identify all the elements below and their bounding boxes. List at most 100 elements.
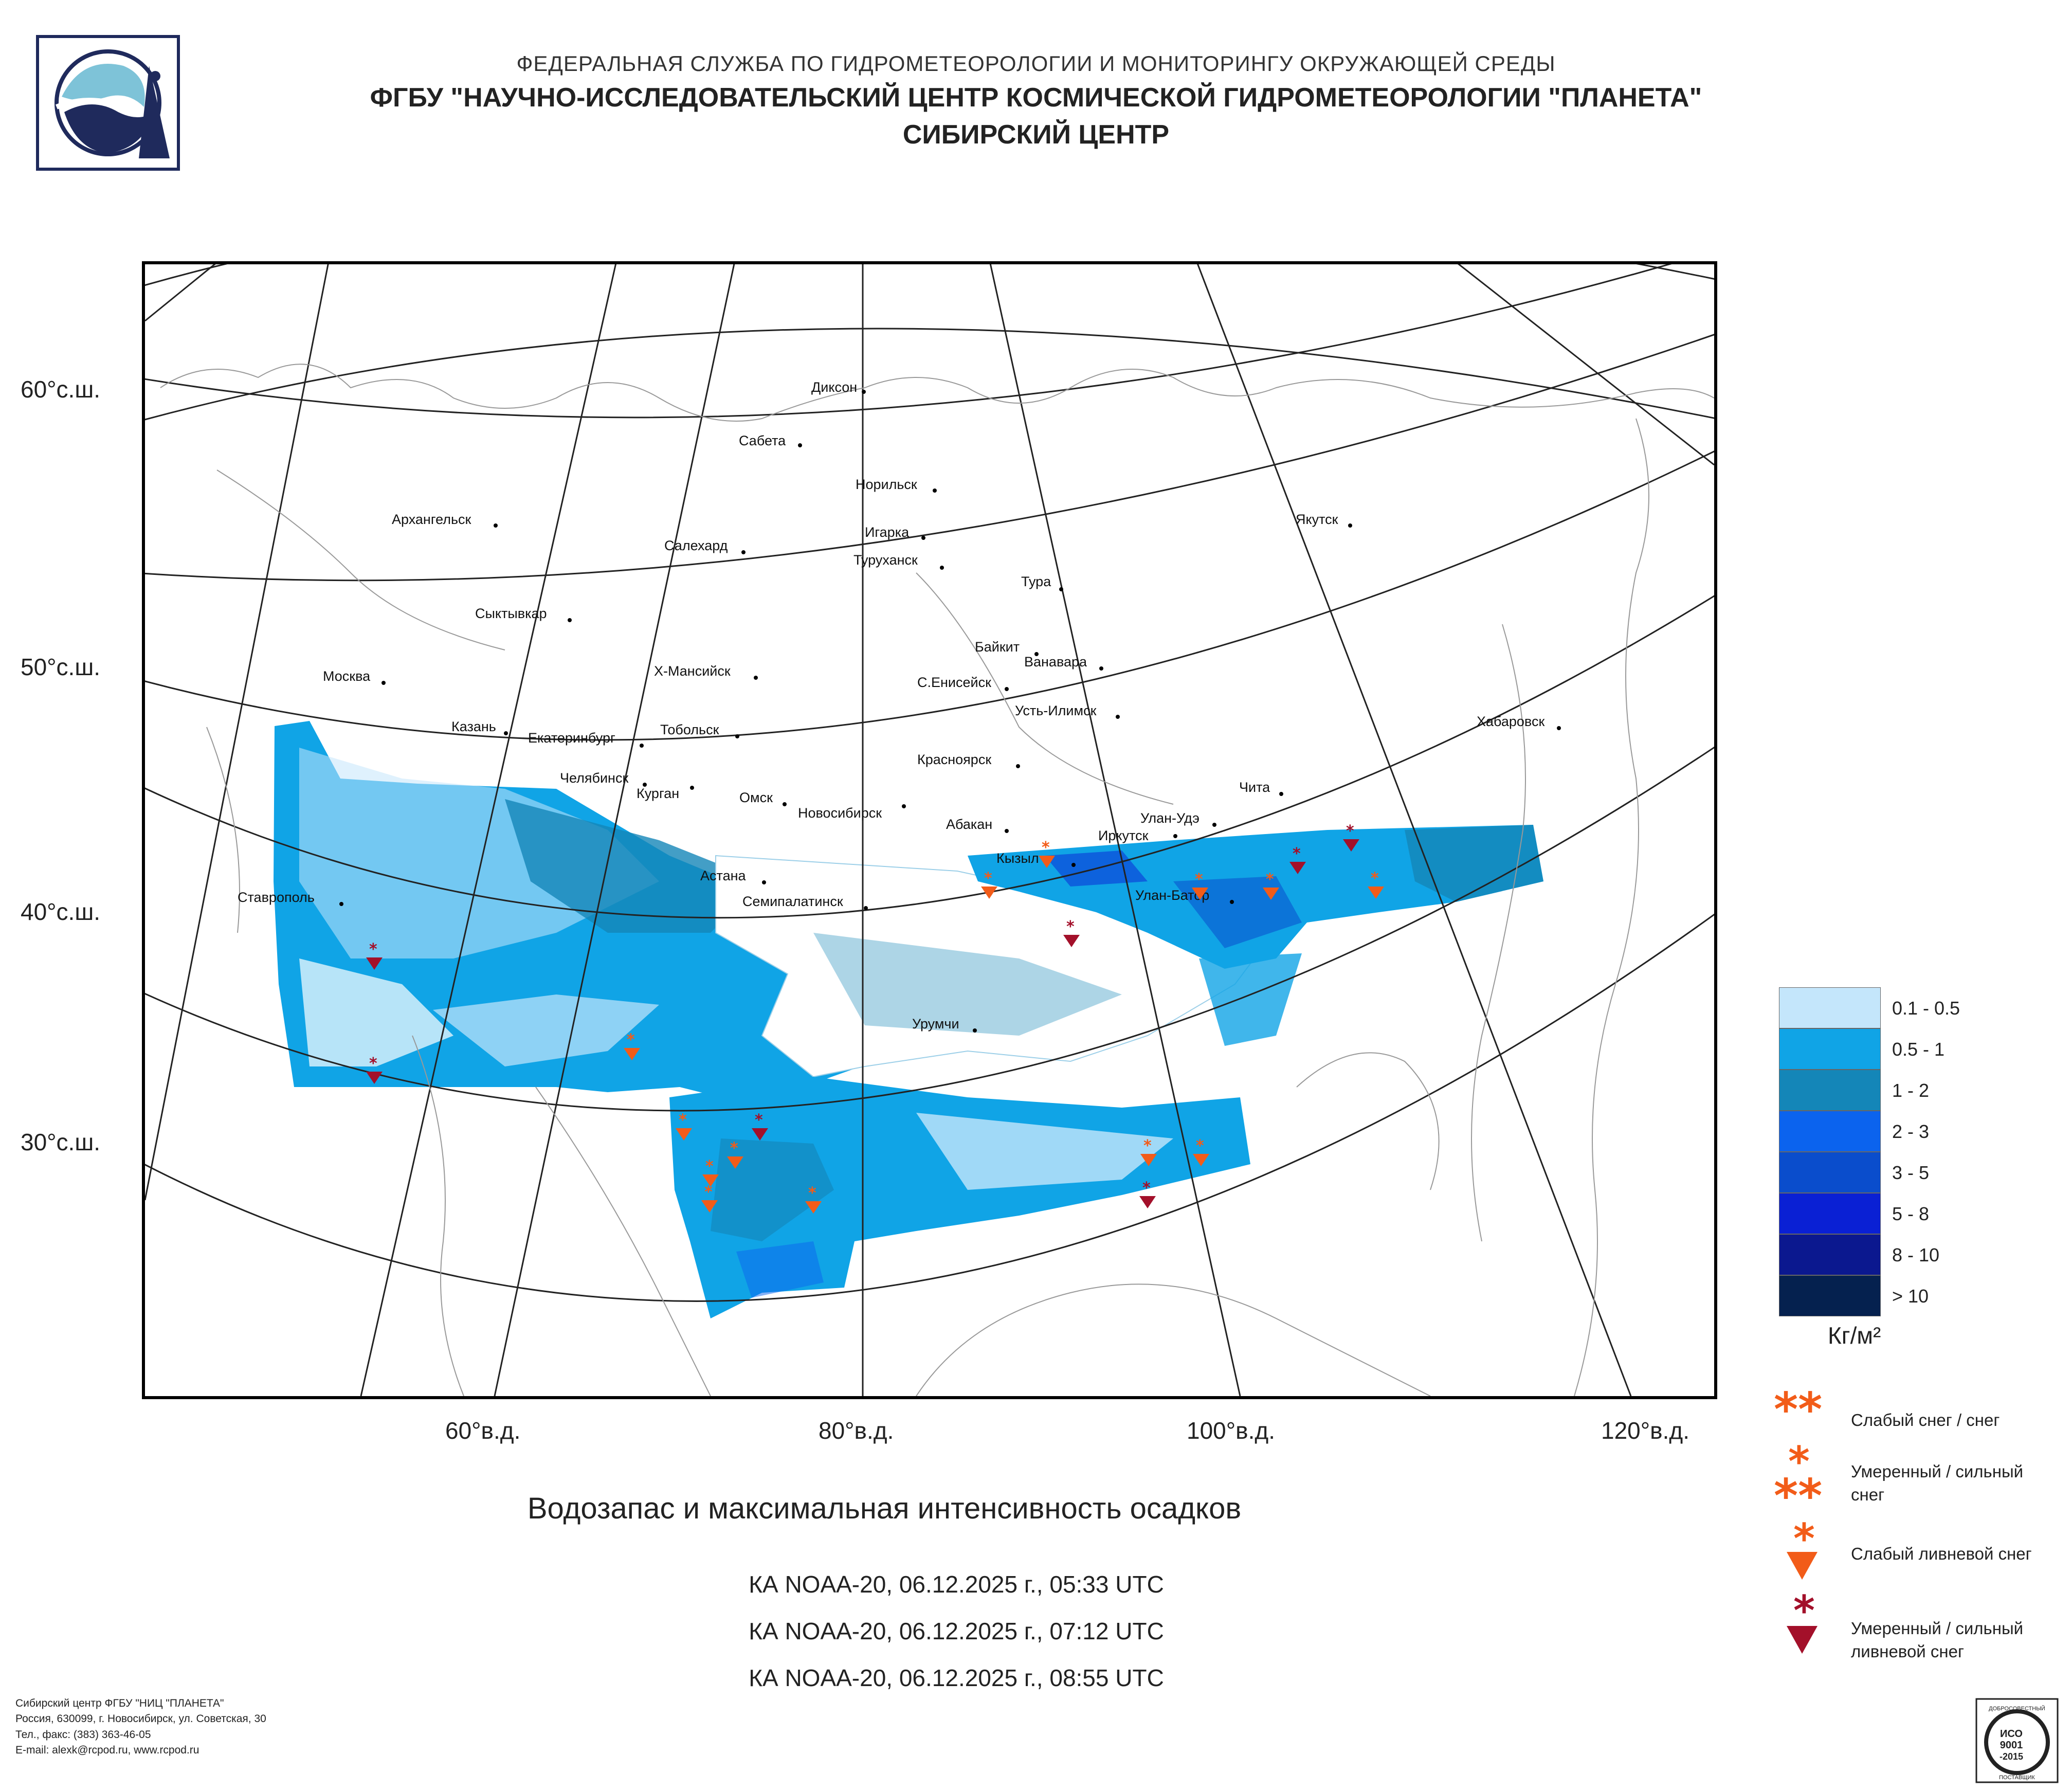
orange-shower-snow-icon: * — [1192, 871, 1208, 900]
lat-label-30: 30°с.ш. — [21, 1129, 101, 1155]
city-label: Красноярск — [917, 752, 991, 767]
pass-line: КА NOAA-20, 06.12.2025 г., 07:12 UTC — [749, 1618, 1164, 1644]
symbol-label-moderate-snow: Умеренный / сильный снег — [1851, 1462, 2024, 1504]
legend-label: 3 - 5 — [1892, 1162, 1930, 1183]
orange-shower-snow-icon: * — [1787, 1515, 1817, 1580]
lon-label-60: 60°в.д. — [445, 1417, 521, 1444]
city-label: Усть-Илимск — [1015, 703, 1097, 718]
red-shower-snow-icon: * — [366, 940, 383, 970]
svg-text:*: * — [1788, 1438, 1810, 1486]
triple-orange-snowflake-icon: *** — [1774, 1438, 1822, 1523]
svg-text:9001: 9001 — [2000, 1740, 2023, 1751]
city-label: Абакан — [946, 817, 992, 832]
legend-swatch — [1779, 1275, 1881, 1316]
legend-swatch — [1779, 1028, 1881, 1070]
lon-label-80: 80°в.д. — [819, 1417, 894, 1444]
svg-text:*: * — [1042, 839, 1050, 857]
lat-label-40: 40°с.ш. — [21, 898, 101, 925]
legend-swatch — [1779, 1193, 1881, 1234]
map-canvas: Диксон Сабета Норильск Архангельск Якутс… — [145, 264, 1714, 1396]
orange-shower-snow-icon: * — [1140, 1137, 1157, 1166]
svg-text:*: * — [1143, 1137, 1152, 1155]
header-institute: ФГБУ "НАУЧНО-ИССЛЕДОВАТЕЛЬСКИЙ ЦЕНТР КОС… — [370, 83, 1702, 113]
svg-text:*: * — [704, 1183, 713, 1201]
orange-shower-snow-icon: * — [701, 1183, 718, 1213]
city-label: Иркутск — [1098, 828, 1149, 843]
orange-shower-snow-icon: * — [1039, 839, 1055, 868]
iso-arc-text: ДОБРОСОВЕСТНЫЙ — [1989, 1705, 2045, 1712]
legend-label: 0.5 - 1 — [1892, 1039, 1945, 1060]
svg-text:*: * — [730, 1139, 738, 1157]
svg-text:*: * — [1293, 845, 1301, 863]
symbol-label-light-snow: Слабый снег / снег — [1851, 1410, 2000, 1430]
orange-shower-snow-icon: * — [1368, 870, 1384, 899]
red-shower-snow-icon: * — [1343, 822, 1359, 852]
svg-text:*: * — [705, 1157, 714, 1175]
svg-text:*: * — [627, 1031, 635, 1049]
red-shower-snow-icon: * — [366, 1055, 383, 1084]
footer-contact: Сибирский центр ФГБУ "НИЦ "ПЛАНЕТА" Росс… — [15, 1697, 266, 1757]
city-label: Сыктывкар — [475, 606, 547, 621]
city-label: Курган — [637, 786, 679, 801]
orange-shower-snow-icon: * — [981, 870, 997, 899]
svg-text:*: * — [1266, 871, 1274, 889]
symbol-icons: ** *** * * — [1774, 1388, 1822, 1654]
city-label: Туруханск — [853, 552, 918, 568]
city-label: Якутск — [1296, 512, 1338, 527]
svg-text:ИСО: ИСО — [2000, 1728, 2023, 1740]
precipitation-map: Диксон Сабета Норильск Архангельск Якутс… — [142, 261, 1717, 1399]
symbol-label-light-shower-snow: Слабый ливневой снег — [1851, 1544, 2032, 1563]
orange-shower-snow-icon: * — [624, 1031, 640, 1060]
city-label: Екатеринбург — [528, 730, 615, 746]
svg-text:*: * — [808, 1184, 816, 1202]
legend-label: 2 - 3 — [1892, 1121, 1930, 1142]
orange-shower-snow-icon: * — [1193, 1137, 1209, 1166]
legend-swatch — [1779, 1234, 1881, 1275]
city-label: Диксон — [811, 379, 857, 395]
svg-text:*: * — [1066, 918, 1075, 936]
city-label: Х-Мансийск — [654, 663, 731, 679]
city-label: Челябинск — [560, 770, 628, 786]
double-orange-snowflake-icon: ** — [1774, 1388, 1822, 1437]
city-label: Салехард — [664, 538, 728, 553]
svg-text:*: * — [1142, 1179, 1151, 1197]
legend-label: > 10 — [1892, 1286, 1929, 1307]
pass-line: КА NOAA-20, 06.12.2025 г., 08:55 UTC — [749, 1665, 1164, 1691]
legend-label: 5 - 8 — [1892, 1203, 1930, 1224]
red-shower-snow-icon: * — [1063, 918, 1080, 947]
city-label: Москва — [323, 668, 371, 684]
precip-symbols: * * * * * * * * * * * * * * * * * * * * — [366, 822, 1384, 1214]
city-label: Хабаровск — [1477, 714, 1544, 729]
svg-text:*: * — [369, 1055, 377, 1073]
product-title: Водозапас и максимальная интенсивность о… — [527, 1492, 1242, 1525]
city-label: Байкит — [975, 639, 1020, 655]
header-agency: ФЕДЕРАЛЬНАЯ СЛУЖБА ПО ГИДРОМЕТЕОРОЛОГИИ … — [516, 51, 1556, 76]
city-label: Игарка — [865, 524, 910, 540]
coastlines — [160, 364, 1714, 1396]
svg-text:*: * — [1195, 871, 1203, 889]
legend-swatch — [1779, 987, 1881, 1028]
svg-text:ПОСТАВЩИК: ПОСТАВЩИК — [1999, 1775, 2035, 1781]
svg-text:*: * — [1196, 1137, 1204, 1155]
svg-text:-2015: -2015 — [2000, 1751, 2023, 1762]
planeta-logo — [36, 35, 180, 171]
city-label: Норильск — [856, 477, 917, 492]
orange-shower-snow-icon: * — [676, 1111, 692, 1141]
lon-label-120: 120°в.д. — [1601, 1417, 1689, 1444]
swath-west — [274, 721, 916, 1108]
svg-text:*: * — [755, 1111, 763, 1129]
city-label: Сабета — [739, 433, 786, 448]
graticule — [145, 264, 1714, 1396]
svg-text:*: * — [1346, 822, 1354, 840]
pass-line: КА NOAA-20, 06.12.2025 г., 05:33 UTC — [749, 1571, 1164, 1598]
svg-text:*: * — [984, 870, 992, 888]
svg-text:**: ** — [1774, 1469, 1822, 1523]
city-label: Ванавара — [1024, 654, 1087, 670]
red-shower-snow-icon: * — [1289, 845, 1306, 874]
legend-unit: Кг/м² — [1828, 1322, 1881, 1349]
city-label: Тура — [1021, 574, 1051, 589]
legend-label: 1 - 2 — [1892, 1080, 1930, 1101]
symbol-label-moderate-shower-snow: Умеренный / сильный ливневой снег — [1851, 1619, 2024, 1661]
city-label: Семипалатинск — [742, 894, 843, 909]
legend-swatch — [1779, 1152, 1881, 1193]
